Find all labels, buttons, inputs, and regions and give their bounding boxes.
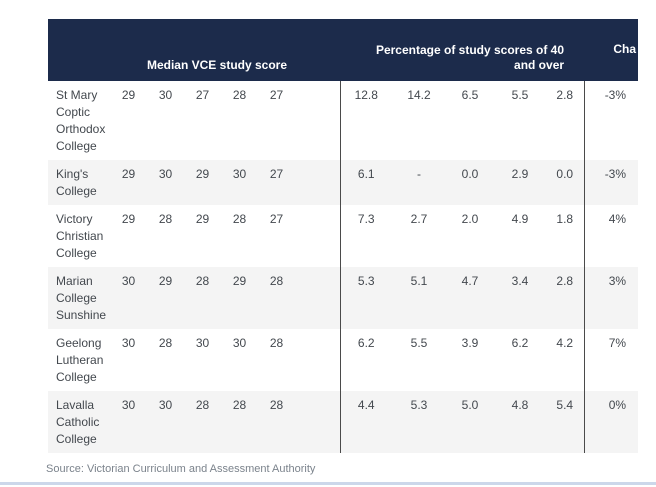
percentage-cell: 6.1 — [339, 160, 392, 205]
median-score-cell: 30 — [232, 336, 247, 350]
percentage-cell: 4.8 — [511, 398, 529, 412]
percentage-cell: 5.0 — [461, 398, 479, 412]
change-column-label: Cha — [613, 42, 637, 56]
percentage-cell: - — [417, 167, 421, 181]
median-score-cell: 28 — [158, 336, 173, 350]
percentage-label-line1: Percentage of study scores of 40 — [375, 43, 565, 57]
median-score-cell: 27 — [195, 88, 210, 102]
median-score-cell: 30 — [195, 336, 210, 350]
median-score-cell: 27 — [269, 212, 284, 226]
median-score-cell: 29 — [195, 212, 210, 226]
percentage-cell: 5.3 — [410, 398, 428, 412]
change-cell: 0% — [583, 391, 639, 453]
percentage-cell: 2.0 — [461, 212, 479, 226]
spacer-cell — [295, 391, 340, 453]
percentage-cell: 2.9 — [511, 167, 529, 181]
spacer-cell — [295, 160, 340, 205]
table-row: Victory Christian College 29 28 29 28 27 7.3 2.… — [48, 205, 639, 267]
table-row: King's College 29 30 29 30 27 6.1 - 0.0 2.9 0.0 -3% — [48, 160, 639, 205]
column-group-percentage: Percentage of study scores of 40 and over — [340, 19, 585, 81]
median-score-cell: 30 — [158, 88, 173, 102]
table-row: Lavalla Catholic College 30 30 28 28 28 4.4 5.3… — [48, 391, 639, 453]
percentage-cell: 4.2 — [556, 336, 574, 350]
change-cell: 4% — [583, 205, 639, 267]
percentage-cell: 7.3 — [339, 205, 392, 267]
median-score-cell: 28 — [269, 336, 284, 350]
percentage-cell: 5.5 — [410, 336, 428, 350]
median-score-cell: 29 — [121, 212, 136, 226]
table-row: Geelong Lutheran College 30 28 30 30 28 6.2 5.5… — [48, 329, 639, 391]
median-score-cell: 29 — [121, 167, 136, 181]
spacer-cell — [295, 267, 340, 329]
median-score-cell: 30 — [121, 398, 136, 412]
school-name-cell: Marian College Sunshine — [56, 274, 107, 322]
median-score-cell: 28 — [195, 274, 210, 288]
median-group-label: Median VCE study score — [146, 58, 288, 72]
spacer-cell — [295, 205, 340, 267]
change-cell: 7% — [583, 329, 639, 391]
change-cell: -3% — [583, 81, 639, 160]
table-row: St Mary Coptic Orthodox College 29 30 27 28 2… — [48, 81, 639, 160]
table-body: St Mary Coptic Orthodox College 29 30 27 28 2… — [48, 81, 639, 453]
percentage-cell: 0.0 — [556, 167, 574, 181]
percentage-cell: 6.5 — [461, 88, 479, 102]
percentage-cell: 6.2 — [511, 336, 529, 350]
percentage-cell: 4.9 — [511, 212, 529, 226]
spacer-cell — [295, 81, 340, 160]
median-score-cell: 30 — [158, 167, 173, 181]
percentage-cell: 0.0 — [461, 167, 479, 181]
median-score-cell: 28 — [269, 398, 284, 412]
median-score-cell: 30 — [232, 167, 247, 181]
median-score-cell: 29 — [121, 88, 136, 102]
median-score-cell: 28 — [158, 212, 173, 226]
percentage-cell: 2.8 — [556, 274, 574, 288]
percentage-cell: 4.7 — [461, 274, 479, 288]
bottom-divider — [0, 482, 656, 485]
percentage-cell: 3.9 — [461, 336, 479, 350]
percentage-cell: 2.7 — [410, 212, 428, 226]
percentage-cell: 1.8 — [556, 212, 574, 226]
median-score-cell: 28 — [195, 398, 210, 412]
percentage-label-line2: and over — [514, 58, 565, 72]
column-group-median: Median VCE study score — [48, 19, 340, 81]
table-row: Marian College Sunshine 30 29 28 29 28 5.3 5.1 4… — [48, 267, 639, 329]
median-score-cell: 29 — [158, 274, 173, 288]
percentage-cell: 5.5 — [511, 88, 529, 102]
source-note: Source: Victorian Curriculum and Assessm… — [46, 463, 316, 475]
percentage-group-label: Percentage of study scores of 40 and over — [340, 43, 584, 73]
school-name-cell: Lavalla Catholic College — [56, 398, 100, 446]
school-name-cell: King's College — [56, 167, 97, 198]
median-score-cell: 30 — [121, 274, 136, 288]
school-name-cell: Victory Christian College — [56, 212, 104, 260]
median-score-cell: 29 — [232, 274, 247, 288]
change-cell: -3% — [583, 160, 639, 205]
median-score-cell: 28 — [232, 88, 247, 102]
school-name-cell: Geelong Lutheran College — [56, 336, 104, 384]
percentage-cell: 14.2 — [407, 88, 431, 102]
percentage-cell: 4.4 — [339, 391, 392, 453]
column-change: Cha — [584, 19, 639, 81]
median-score-cell: 29 — [195, 167, 210, 181]
median-score-cell: 28 — [232, 398, 247, 412]
median-score-cell: 28 — [232, 212, 247, 226]
percentage-cell: 5.3 — [339, 267, 392, 329]
median-score-cell: 30 — [158, 398, 173, 412]
median-score-cell: 27 — [269, 88, 284, 102]
vce-results-table: Median VCE study score Percentage of stu… — [48, 19, 639, 453]
median-score-cell: 27 — [269, 167, 284, 181]
median-score-cell: 30 — [121, 336, 136, 350]
percentage-cell: 3.4 — [511, 274, 529, 288]
percentage-cell: 12.8 — [339, 81, 392, 160]
percentage-cell: 5.1 — [410, 274, 428, 288]
percentage-cell: 5.4 — [556, 398, 574, 412]
change-cell: 3% — [583, 267, 639, 329]
percentage-cell: 6.2 — [339, 329, 392, 391]
spacer-cell — [295, 329, 340, 391]
school-name-cell: St Mary Coptic Orthodox College — [56, 88, 106, 153]
header-row: Median VCE study score Percentage of stu… — [48, 19, 639, 81]
percentage-cell: 2.8 — [556, 88, 574, 102]
median-score-cell: 28 — [269, 274, 284, 288]
table-header: Median VCE study score Percentage of stu… — [48, 19, 639, 81]
